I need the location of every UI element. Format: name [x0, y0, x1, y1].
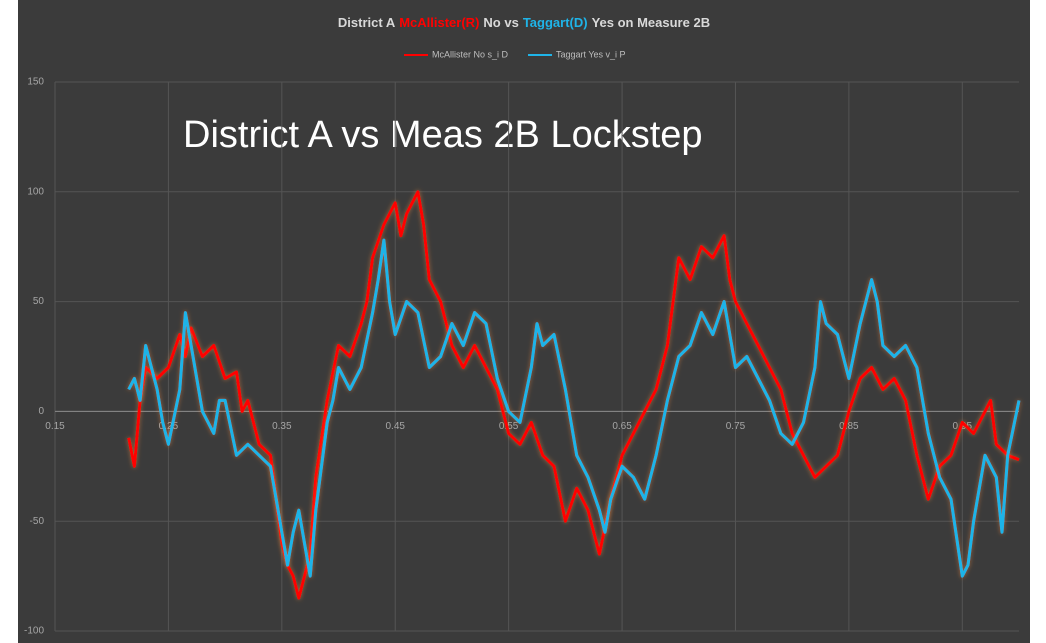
- chart-background: [18, 0, 1030, 643]
- y-tick-label: 100: [27, 186, 44, 197]
- y-tick-label: 50: [33, 296, 45, 307]
- x-tick-label: 0.95: [953, 421, 973, 432]
- series-line: [127, 238, 1021, 578]
- x-tick-label: 0.25: [159, 421, 179, 432]
- x-tick-label: 0.85: [839, 421, 859, 432]
- chart-title: District A McAllister(R) No vs Taggart(D) Ye…: [338, 15, 710, 30]
- x-tick-label: 0.15: [45, 421, 65, 432]
- annotation: District A vs Meas 2B Lockstep: [183, 114, 703, 156]
- y-tick-label: -50: [30, 516, 45, 527]
- title-part: No vs: [483, 15, 518, 30]
- title-part: McAllister(R): [399, 15, 479, 30]
- title-part: Yes on Measure 2B: [592, 15, 711, 30]
- x-tick-label: 0.55: [499, 421, 519, 432]
- x-tick-label: 0.35: [272, 421, 292, 432]
- legend-label: Taggart Yes v_i P: [556, 49, 626, 59]
- x-tick-label: 0.45: [386, 421, 406, 432]
- y-tick-label: 0: [38, 406, 44, 417]
- x-tick-label: 0.65: [612, 421, 632, 432]
- title-part: District A: [338, 15, 396, 30]
- title-part: Taggart(D): [523, 15, 588, 30]
- legend-label: McAllister No s_i D: [432, 49, 509, 59]
- series-line: [127, 190, 1020, 600]
- y-tick-label: -100: [24, 626, 44, 637]
- x-tick-label: 0.75: [726, 421, 746, 432]
- y-tick-label: 150: [27, 77, 44, 88]
